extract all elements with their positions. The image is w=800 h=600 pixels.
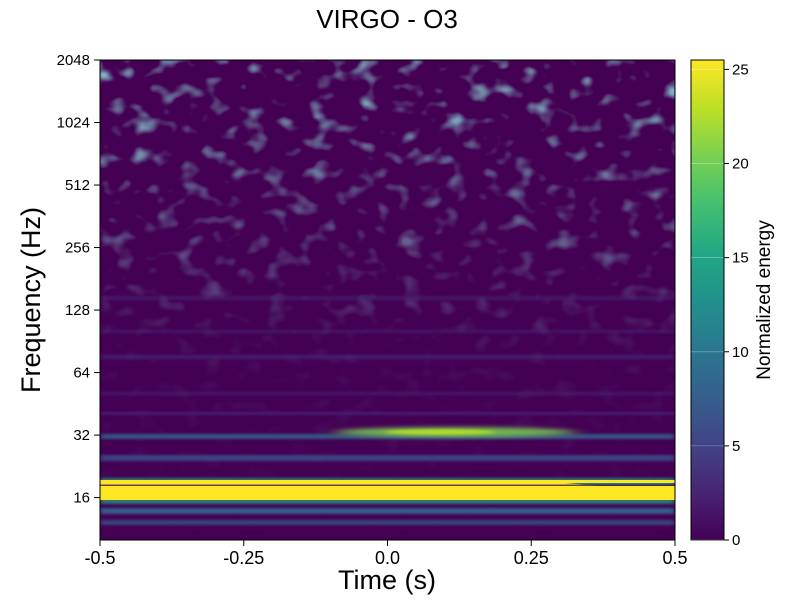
y-axis-label: Frequency (Hz) [16, 207, 46, 393]
y-tick-label: 2048 [57, 52, 90, 69]
feature-17hz-dark-line [100, 484, 675, 486]
colorbar-tick-label: 15 [732, 250, 749, 267]
y-tick-label: 64 [73, 365, 90, 382]
feature-33hz-core [385, 429, 495, 435]
y-tick-label: 1024 [57, 115, 90, 132]
y-tick-label: 128 [65, 302, 90, 319]
colorbar-tick-label: 0 [732, 532, 740, 549]
low-frequency-bands [100, 296, 675, 525]
y-tick-label: 512 [65, 177, 90, 194]
plot-area [100, 60, 675, 540]
y-tick-label: 16 [73, 490, 90, 507]
y-tick-label: 256 [65, 240, 90, 257]
x-tick-label: 0.5 [662, 548, 687, 568]
colorbar [690, 59, 725, 541]
x-tick-label: 0.25 [514, 548, 549, 568]
x-tick-label: -0.25 [223, 548, 264, 568]
colorbar-tick-label: 25 [732, 61, 749, 78]
y-tick-label: 32 [73, 427, 90, 444]
colorbar-tick-label: 10 [732, 344, 749, 361]
chart-title: VIRGO - O3 [316, 4, 458, 34]
colorbar-axis: 0 5 10 15 20 25 [691, 61, 749, 549]
x-axis-label: Time (s) [338, 565, 436, 595]
feature-17hz-top-edge [100, 480, 675, 483]
colorbar-tick-label: 20 [732, 156, 749, 173]
colorbar-label: Normalized energy [754, 220, 775, 380]
x-tick-label: 0.0 [375, 548, 400, 568]
colorbar-tick-label: 5 [732, 438, 740, 455]
y-axis: 16 32 64 128 256 512 1024 2048 [57, 52, 100, 507]
x-tick-label: -0.5 [84, 548, 115, 568]
x-axis: -0.5 -0.25 0.0 0.25 0.5 [84, 540, 688, 568]
